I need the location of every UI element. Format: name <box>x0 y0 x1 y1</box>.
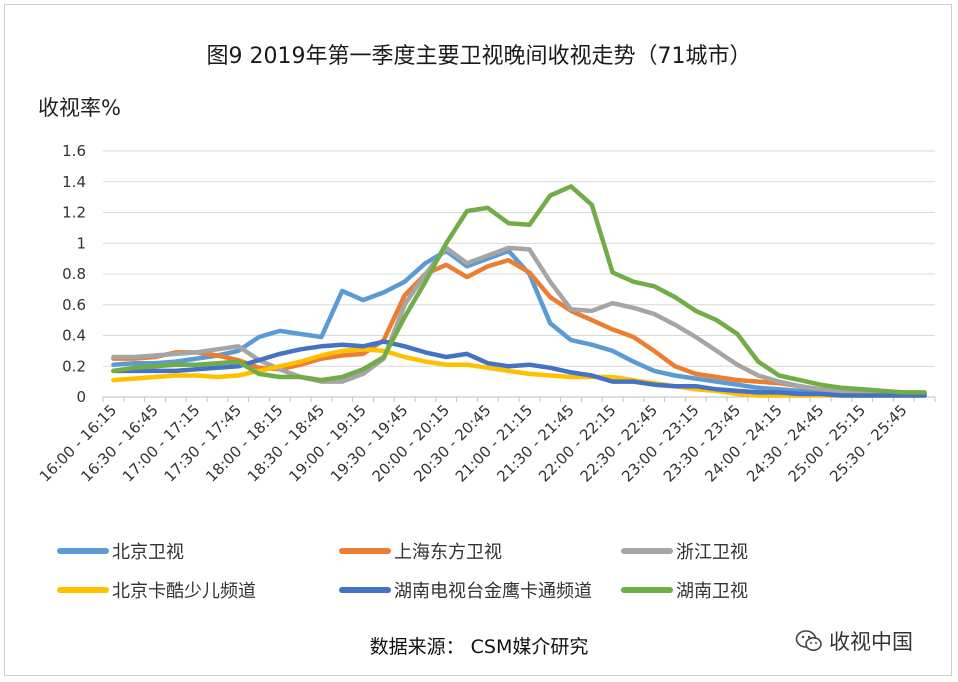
grid-lines <box>103 150 935 367</box>
y-tick-label: 1.2 <box>62 204 86 222</box>
series-lines <box>111 184 927 398</box>
y-axis-label: 收视率% <box>38 96 121 120</box>
data-source-note: 数据来源： CSM媒介研究 <box>369 636 589 658</box>
y-tick-label: 1.4 <box>62 173 86 191</box>
wechat-icon <box>795 630 822 651</box>
legend-label: 上海东方卫视 <box>394 542 502 563</box>
y-tick-label: 0.2 <box>62 357 86 375</box>
legend-label: 浙江卫视 <box>676 542 748 563</box>
series-line <box>111 248 927 398</box>
legend-label: 北京卡酷少儿频道 <box>112 581 256 602</box>
legend-label: 湖南卫视 <box>676 581 748 602</box>
y-tick-label: 1.6 <box>62 142 86 160</box>
legend-label: 湖南电视台金鹰卡通频道 <box>394 581 592 602</box>
series-line <box>111 184 927 395</box>
series-line <box>111 347 927 398</box>
y-tick-label: 1 <box>76 234 86 252</box>
watermark-text: 收视中国 <box>829 630 913 654</box>
y-tick-labels: 0 0.2 0.4 0.6 0.8 1 1.2 1.4 1.6 <box>62 142 86 406</box>
chart-frame <box>4 4 952 676</box>
series-line <box>111 245 927 397</box>
y-tick-label: 0.8 <box>62 265 86 283</box>
series-line <box>111 339 927 398</box>
y-tick-label: 0 <box>76 388 86 406</box>
watermark: 收视中国 <box>795 626 913 656</box>
legend-label: 北京卫视 <box>112 542 184 563</box>
y-tick-label: 0.6 <box>62 296 86 314</box>
y-tick-label: 0.4 <box>62 327 86 345</box>
chart-title: 图9 2019年第一季度主要卫视晚间收视走势（71城市） <box>206 44 752 69</box>
